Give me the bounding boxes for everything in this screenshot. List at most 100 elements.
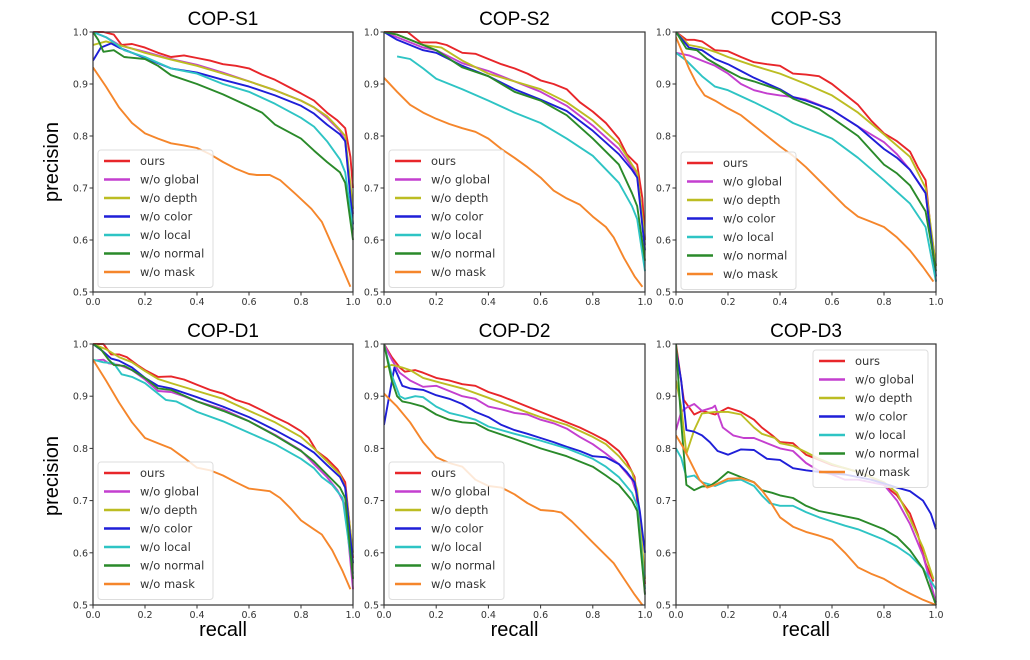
legend-label: w/o normal (140, 559, 204, 573)
x-tick-label: 0.0 (668, 297, 683, 308)
legend-label: ours (140, 154, 165, 168)
legend-item: ours (687, 156, 748, 170)
subplot-cop-d2: COP-D2 0.5 0.6 0.7 0.8 0.9 1.0 0.0 0.2 0.4 0.6 0.8 1… (364, 321, 653, 641)
subplot-title: COP-S1 (188, 9, 259, 30)
series-line-ours (93, 31, 354, 189)
legend-item: w/o color (395, 522, 484, 536)
legend-label: w/o color (140, 522, 193, 536)
series-line-w-o-depth (93, 40, 354, 209)
legend-item: w/o local (395, 228, 482, 242)
legend: ours w/o global w/o depth w/o color w/o loca… (97, 149, 214, 288)
subplots: COP-S1 0.5 0.6 0.7 0.8 0.9 1.0 0.0 0.2 0.4 0.6 0.8 1… (73, 9, 944, 641)
legend-item: ours (819, 354, 880, 368)
series-line-w-o-color (93, 42, 354, 225)
y-tick-label: 0.8 (364, 444, 379, 455)
legend: ours w/o global w/o depth w/o color w/o loca… (812, 349, 929, 488)
legend-label: w/o mask (140, 265, 195, 279)
y-tick-label: 0.5 (364, 288, 379, 299)
legend-label: w/o depth (140, 191, 197, 205)
legend-item: w/o normal (104, 247, 204, 261)
y-tick-label: 0.8 (656, 132, 671, 143)
series-line-w-o-global (384, 343, 646, 595)
y-tick-label: 0.6 (364, 548, 379, 559)
series-line-w-o-color (676, 31, 937, 277)
legend-item: w/o color (395, 210, 484, 224)
subplot-cop-s1: COP-S1 0.5 0.6 0.7 0.8 0.9 1.0 0.0 0.2 0.4 0.6 0.8 1… (73, 9, 361, 308)
y-tick-label: 0.9 (73, 392, 88, 403)
series-line-w-o-mask (384, 392, 644, 606)
x-tick-label: 0.0 (85, 297, 100, 308)
legend-label: w/o local (140, 228, 191, 242)
legend: ours w/o global w/o depth w/o color w/o loca… (388, 461, 505, 600)
series-group (93, 31, 354, 288)
series-line-w-o-normal (93, 343, 354, 579)
subplot-cop-s2: COP-S2 0.5 0.6 0.7 0.8 0.9 1.0 0.0 0.2 0.4 0.6 0.8 1… (364, 9, 653, 308)
legend-item: w/o depth (395, 191, 488, 205)
series-group (93, 343, 354, 590)
series-line-w-o-color (93, 343, 354, 564)
legend-item: w/o depth (104, 191, 197, 205)
legend-item: w/o normal (104, 559, 204, 573)
legend-item: w/o local (104, 540, 191, 554)
legend-label: w/o depth (140, 503, 197, 517)
series-line-w-o-local (676, 52, 937, 282)
legend-label: w/o local (431, 540, 482, 554)
x-tick-label: 0.2 (429, 297, 444, 308)
legend-label: w/o local (723, 230, 774, 244)
subplot-cop-d1: COP-D1 0.5 0.6 0.7 0.8 0.9 1.0 0.0 0.2 0.4 0.6 0.8 1… (73, 321, 361, 641)
legend-item: w/o global (104, 485, 199, 499)
x-tick-label: 0.6 (824, 610, 839, 621)
axes-frame (383, 343, 646, 606)
series-line-w-o-depth (676, 31, 937, 267)
legend-label: w/o color (431, 210, 484, 224)
x-tick-label: 0.4 (772, 610, 787, 621)
subplot-title: COP-D1 (187, 321, 259, 342)
legend-label: w/o depth (431, 503, 488, 517)
x-tick-label: 0.0 (85, 610, 100, 621)
x-tick-label: 1.0 (345, 610, 360, 621)
legend-label: w/o normal (140, 247, 204, 261)
legend-label: w/o color (140, 210, 193, 224)
axes-frame (383, 31, 646, 293)
y-tick-label: 1.0 (364, 28, 379, 39)
x-axis-label: recall (199, 619, 247, 641)
x-tick-label: 1.0 (345, 297, 360, 308)
legend-label: w/o mask (140, 577, 195, 591)
legend-label: w/o color (855, 410, 908, 424)
legend-label: w/o normal (431, 559, 495, 573)
x-tick-label: 0.6 (533, 297, 548, 308)
subplot-title: COP-D3 (770, 321, 842, 342)
x-tick-label: 0.6 (533, 610, 548, 621)
x-tick-label: 0.8 (585, 610, 600, 621)
legend-label: ours (431, 466, 456, 480)
legend-item: w/o normal (687, 249, 787, 263)
x-tick-label: 0.0 (668, 610, 683, 621)
series-group (384, 343, 646, 606)
series-line-ours (93, 343, 354, 559)
y-tick-label: 0.6 (364, 236, 379, 247)
legend-item: w/o mask (104, 577, 195, 591)
legend-item: ours (104, 154, 165, 168)
y-axis-label-bottom: precision (41, 436, 63, 516)
subplot-title: COP-S3 (771, 9, 842, 30)
x-axis-label: recall (782, 619, 830, 641)
x-tick-label: 0.4 (772, 297, 787, 308)
y-tick-label: 0.5 (73, 288, 88, 299)
x-tick-label: 0.0 (376, 610, 391, 621)
legend-label: ours (431, 154, 456, 168)
series-line-w-o-normal (676, 343, 937, 606)
legend-label: w/o global (431, 485, 490, 499)
legend-item: w/o mask (687, 267, 778, 281)
y-tick-label: 1.0 (73, 28, 88, 39)
series-line-w-o-mask (676, 434, 937, 606)
series-group (676, 31, 937, 283)
y-tick-label: 0.5 (73, 601, 88, 612)
legend-label: w/o normal (855, 447, 919, 461)
x-tick-label: 0.8 (293, 297, 308, 308)
series-line-w-o-normal (384, 31, 646, 261)
x-tick-label: 0.2 (720, 297, 735, 308)
subplot-cop-s3: COP-S3 0.5 0.6 0.7 0.8 0.9 1.0 0.0 0.2 0.4 0.6 0.8 1… (656, 9, 944, 308)
series-line-w-o-mask (676, 36, 935, 283)
series-line-w-o-normal (93, 31, 354, 241)
